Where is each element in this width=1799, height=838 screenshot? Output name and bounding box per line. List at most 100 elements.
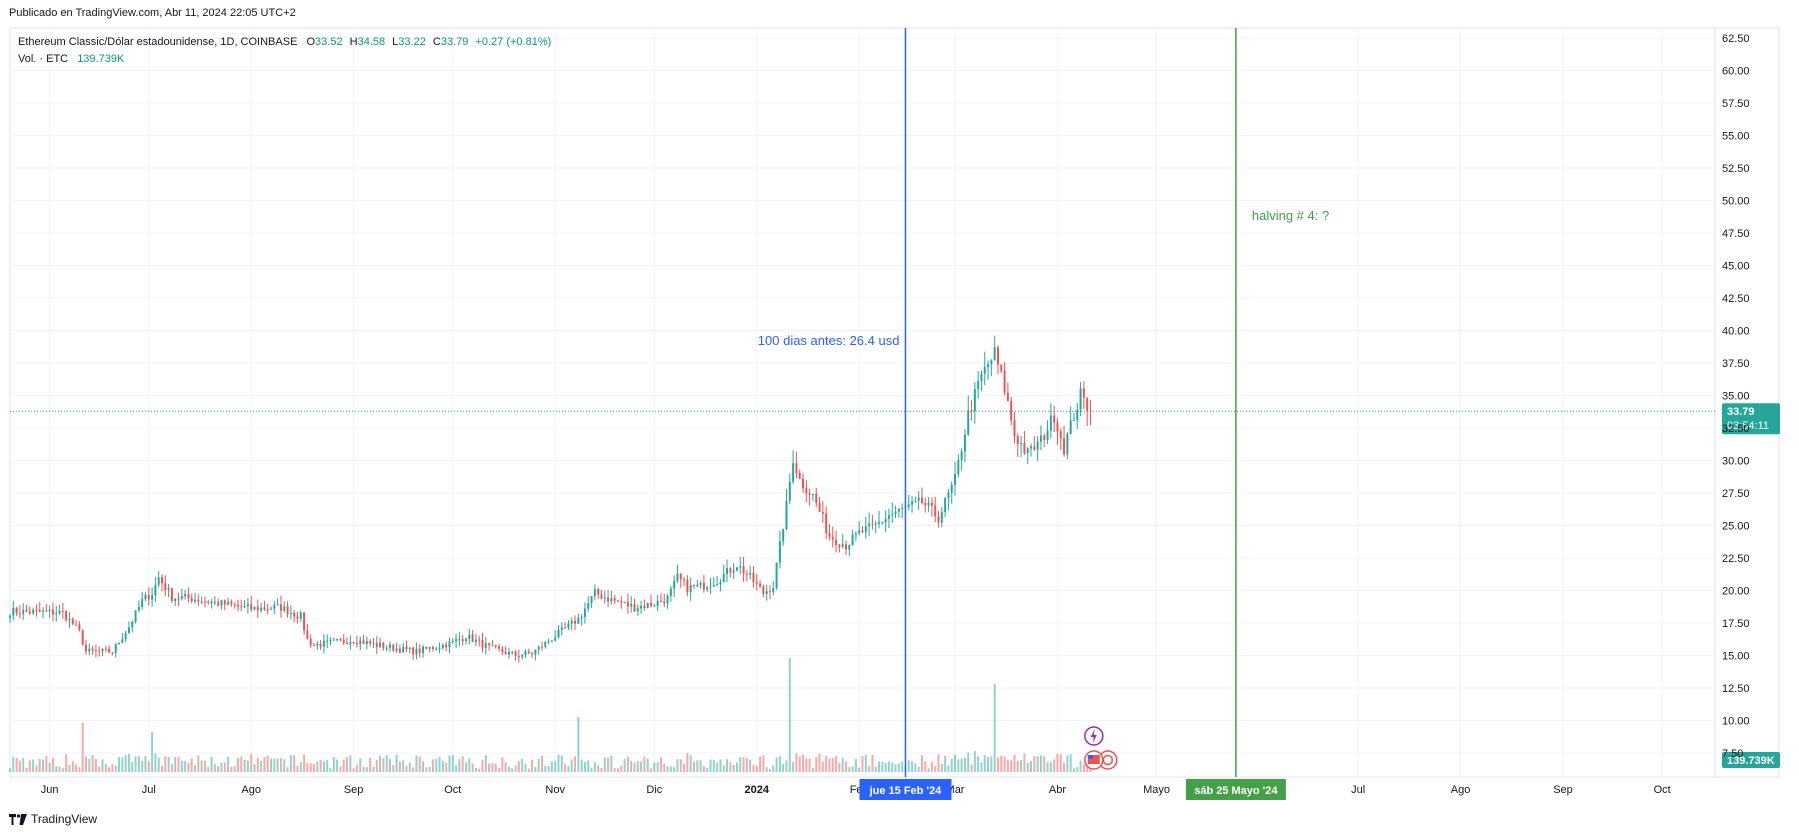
candle-body	[1039, 435, 1042, 442]
candle-body	[88, 648, 91, 652]
volume-bar	[418, 756, 421, 772]
volume-bar	[435, 758, 438, 772]
candle-body	[795, 463, 798, 473]
candle-body	[263, 607, 266, 610]
volume-bar	[1053, 759, 1056, 772]
candle-body	[355, 643, 358, 645]
volume-bar	[878, 761, 881, 772]
volume-bar	[1076, 766, 1079, 772]
candle-body	[1013, 420, 1016, 437]
chart-frame	[9, 27, 1780, 778]
y-tick-label: 55.00	[1722, 131, 1750, 143]
volume-bar	[927, 768, 930, 772]
volume-bar	[346, 757, 349, 772]
volume-bar	[68, 764, 71, 772]
volume-bar	[874, 766, 877, 772]
y-tick-label: 52.50	[1722, 163, 1750, 175]
volume-bar	[9, 768, 11, 772]
volume-bar	[379, 755, 382, 772]
volume-bar	[818, 753, 821, 772]
symbol-label[interactable]: Ethereum Classic/Dólar estadounidense, 1…	[18, 36, 298, 48]
candle-body	[504, 652, 507, 655]
volume-bar	[1043, 756, 1046, 772]
candle-body	[531, 653, 534, 655]
volume-bar	[616, 768, 619, 772]
candle-body	[593, 589, 596, 597]
volume-bar	[666, 766, 669, 772]
volume-bar	[25, 768, 28, 772]
candle-body	[38, 609, 41, 612]
volume-bar	[977, 756, 980, 772]
volume-bar	[643, 756, 646, 772]
candle-body	[550, 640, 553, 642]
candle-body	[699, 582, 702, 585]
candle-body	[174, 598, 177, 601]
x-tick-label: Oct	[1654, 784, 1671, 796]
volume-bar	[755, 765, 758, 772]
candle-body	[501, 648, 504, 653]
candle-body	[375, 642, 378, 647]
volume-bar	[663, 763, 666, 772]
y-tick-label: 17.50	[1722, 618, 1750, 630]
volume-bar	[422, 761, 425, 772]
y-tick-label: 32.50	[1722, 423, 1750, 435]
volume-bar	[1003, 756, 1006, 772]
volume-bar	[752, 764, 755, 772]
candle-body	[696, 584, 699, 587]
volume-bar	[709, 759, 712, 772]
volume-bar	[808, 758, 811, 772]
candle-body	[570, 620, 573, 624]
candle-body	[151, 595, 154, 600]
candle-body	[481, 639, 484, 648]
volume-bar	[957, 759, 960, 772]
volume-bar	[1013, 754, 1016, 772]
volume-bar	[811, 768, 814, 772]
volume-bar	[88, 758, 91, 772]
candle-body	[1086, 397, 1089, 412]
candle-body	[623, 601, 626, 603]
volume-bar	[329, 768, 332, 772]
high-value: 34.58	[357, 36, 386, 48]
volume-bar	[194, 765, 197, 772]
green-date-badge	[1185, 779, 1286, 800]
volume-bar	[279, 758, 282, 772]
candle-body	[167, 588, 170, 591]
volume-bar	[745, 758, 748, 772]
volume-bar	[881, 761, 884, 772]
volume-bar	[597, 765, 600, 772]
volume-bar	[94, 758, 97, 772]
y-tick-label: 10.00	[1722, 716, 1750, 728]
candle-body	[792, 463, 795, 482]
volume-bar	[501, 757, 504, 772]
footer-brand[interactable]: TradingView	[9, 812, 97, 826]
volume-bar	[455, 765, 458, 772]
open-value: 33.52	[315, 36, 343, 48]
candle-body	[25, 609, 28, 612]
volume-bar	[679, 759, 682, 772]
volume-bar	[861, 756, 864, 772]
candle-body	[51, 609, 54, 615]
volume-bar	[270, 758, 273, 772]
volume-bar	[425, 767, 428, 772]
volume-bar	[190, 758, 193, 772]
candle-body	[471, 634, 474, 643]
y-tick-label: 22.50	[1722, 553, 1750, 565]
candle-body	[65, 610, 68, 621]
y-tick-label: 62.50	[1722, 33, 1750, 45]
candle-body	[716, 584, 719, 586]
candle-body	[451, 641, 454, 643]
volume-bar	[408, 762, 411, 772]
volume-bar	[1063, 762, 1066, 772]
candle-body	[742, 565, 745, 574]
candle-body	[431, 647, 434, 650]
candle-body	[993, 347, 996, 361]
volume-bar	[1033, 755, 1036, 772]
x-tick-label: Ago	[241, 784, 261, 796]
volume-bar	[382, 758, 385, 772]
volume-label[interactable]: Vol. · ETC	[18, 53, 69, 65]
volume-bar	[352, 768, 355, 772]
price-badge-value: 33.79	[1727, 406, 1755, 418]
volume-bar	[101, 759, 104, 772]
candle-body	[798, 472, 801, 479]
